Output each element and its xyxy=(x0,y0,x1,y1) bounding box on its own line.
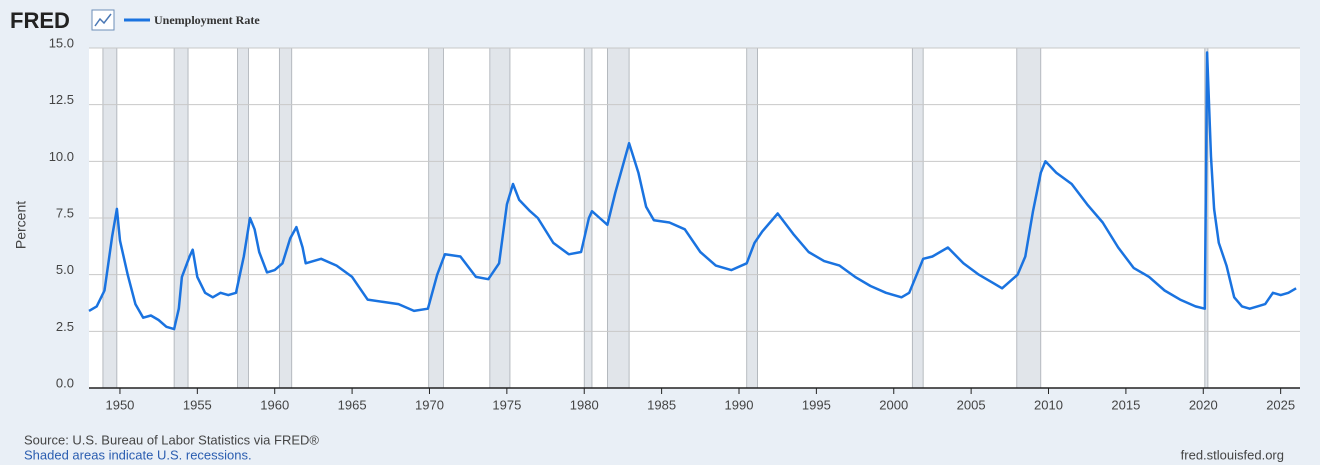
logo-icon xyxy=(91,9,115,31)
x-tick-label: 1955 xyxy=(183,397,212,412)
url: fred.stlouisfed.org xyxy=(1181,447,1284,462)
x-tick-label: 2020 xyxy=(1189,397,1218,412)
x-tick-label: 1990 xyxy=(725,397,754,412)
y-tick-label: 5.0 xyxy=(56,262,74,277)
x-tick-label: 1995 xyxy=(802,397,831,412)
y-tick-label: 10.0 xyxy=(49,149,74,164)
x-tick-label: 1960 xyxy=(260,397,289,412)
x-tick-label: 2025 xyxy=(1266,397,1295,412)
x-tick-label: 1975 xyxy=(492,397,521,412)
y-tick-label: 15.0 xyxy=(49,35,74,50)
y-axis-label: Percent xyxy=(13,201,29,249)
y-tick-label: 2.5 xyxy=(56,319,74,334)
x-tick-label: 1970 xyxy=(415,397,444,412)
logo: FRED xyxy=(10,8,70,33)
series-line xyxy=(88,51,1297,331)
x-tick-label: 2015 xyxy=(1111,397,1140,412)
y-tick-label: 12.5 xyxy=(49,92,74,107)
x-tick-label: 2005 xyxy=(957,397,986,412)
x-tick-label: 1950 xyxy=(105,397,134,412)
source: Source: U.S. Bureau of Labor Statistics … xyxy=(24,432,319,447)
legend-label: Unemployment Rate xyxy=(154,13,260,27)
x-tick-label: 2000 xyxy=(879,397,908,412)
y-tick-label: 0.0 xyxy=(56,375,74,390)
x-tick-label: 1980 xyxy=(570,397,599,412)
x-tick-label: 2010 xyxy=(1034,397,1063,412)
y-tick-label: 7.5 xyxy=(56,205,74,220)
x-tick-label: 1965 xyxy=(338,397,367,412)
x-tick-label: 1985 xyxy=(647,397,676,412)
recession-note: Shaded areas indicate U.S. recessions. xyxy=(24,447,252,462)
